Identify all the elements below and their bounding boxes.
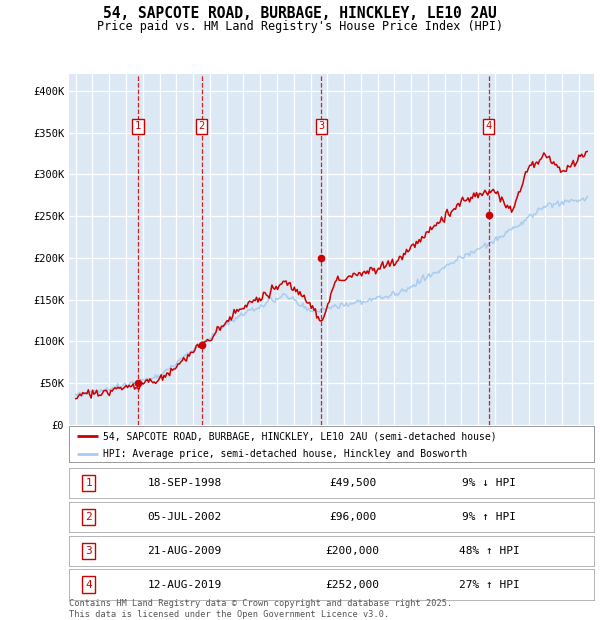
Text: 9% ↓ HPI: 9% ↓ HPI (462, 478, 516, 488)
Text: 4: 4 (86, 580, 92, 590)
Text: 54, SAPCOTE ROAD, BURBAGE, HINCKLEY, LE10 2AU: 54, SAPCOTE ROAD, BURBAGE, HINCKLEY, LE1… (103, 6, 497, 21)
Text: 3: 3 (318, 121, 325, 131)
Text: Price paid vs. HM Land Registry's House Price Index (HPI): Price paid vs. HM Land Registry's House … (97, 20, 503, 33)
Text: 48% ↑ HPI: 48% ↑ HPI (458, 546, 520, 556)
Text: 2: 2 (86, 512, 92, 522)
Text: 4: 4 (485, 121, 492, 131)
Text: 21-AUG-2009: 21-AUG-2009 (148, 546, 221, 556)
Text: 2: 2 (199, 121, 205, 131)
Text: HPI: Average price, semi-detached house, Hinckley and Bosworth: HPI: Average price, semi-detached house,… (103, 449, 467, 459)
Text: 27% ↑ HPI: 27% ↑ HPI (458, 580, 520, 590)
Text: £96,000: £96,000 (329, 512, 376, 522)
Text: 18-SEP-1998: 18-SEP-1998 (148, 478, 221, 488)
Text: 12-AUG-2019: 12-AUG-2019 (148, 580, 221, 590)
Text: 54, SAPCOTE ROAD, BURBAGE, HINCKLEY, LE10 2AU (semi-detached house): 54, SAPCOTE ROAD, BURBAGE, HINCKLEY, LE1… (103, 431, 497, 441)
Text: £252,000: £252,000 (325, 580, 380, 590)
Text: 1: 1 (135, 121, 141, 131)
Text: £49,500: £49,500 (329, 478, 376, 488)
Text: Contains HM Land Registry data © Crown copyright and database right 2025.
This d: Contains HM Land Registry data © Crown c… (69, 600, 452, 619)
Text: 1: 1 (86, 478, 92, 488)
Text: 3: 3 (86, 546, 92, 556)
Text: 05-JUL-2002: 05-JUL-2002 (148, 512, 221, 522)
Text: 9% ↑ HPI: 9% ↑ HPI (462, 512, 516, 522)
Text: £200,000: £200,000 (325, 546, 380, 556)
